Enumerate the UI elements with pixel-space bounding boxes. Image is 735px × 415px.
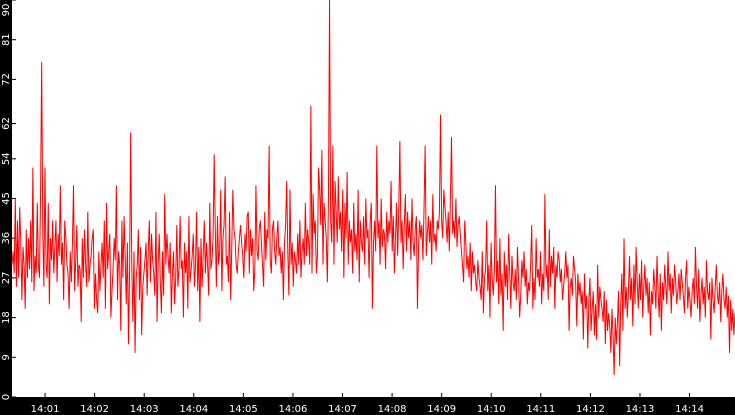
x-tick-label: 14:14 [675, 404, 704, 415]
x-tick-label: 14:09 [427, 404, 456, 415]
y-tick-label: 72 [1, 73, 12, 86]
x-tick-label: 14:12 [576, 404, 605, 415]
y-tick-label: 9 [1, 354, 12, 360]
y-tick-label: 18 [1, 311, 12, 324]
y-tick-label: 81 [1, 33, 12, 46]
plot-area [12, 0, 735, 397]
y-tick-label: 36 [1, 232, 12, 245]
y-tick-label: 90 [1, 4, 12, 17]
x-axis: 14:01 14:02 14:03 14:04 14:05 14:06 14:07 14:08… [31, 393, 704, 415]
x-tick-label: 14:06 [279, 404, 308, 415]
y-tick-label: 0 [1, 394, 12, 400]
y-tick-label: 62 [1, 117, 12, 130]
x-tick-label: 14:01 [31, 404, 60, 415]
series-layer [11, 0, 735, 375]
x-tick-label: 14:10 [477, 404, 506, 415]
y-tick-label: 45 [1, 192, 12, 205]
x-tick-label: 14:08 [378, 404, 407, 415]
series-line [11, 0, 735, 375]
y-tick-label: 27 [1, 272, 12, 285]
x-tick-label: 14:11 [526, 404, 555, 415]
x-tick-label: 14:07 [328, 404, 357, 415]
x-tick-label: 14:02 [80, 404, 109, 415]
x-tick-label: 14:04 [179, 404, 208, 415]
x-tick-label: 14:03 [130, 404, 159, 415]
y-tick-label: 54 [1, 152, 12, 165]
x-tick-label: 14:13 [626, 404, 655, 415]
x-tick-label: 14:05 [229, 404, 258, 415]
y-axis: 0 9 18 27 36 45 54 62 72 81 90 [1, 0, 16, 400]
